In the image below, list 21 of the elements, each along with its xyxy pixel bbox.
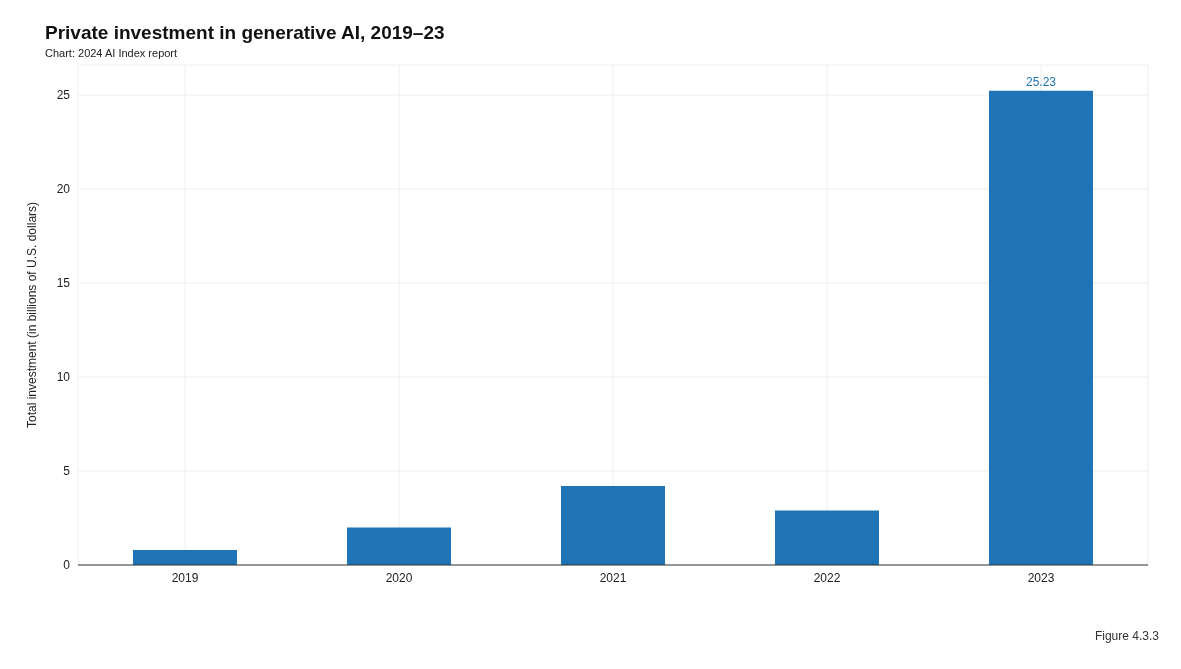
y-tick-label: 10	[56, 370, 71, 385]
y-tick-label: 25	[56, 88, 71, 103]
y-tick-label: 5	[63, 464, 71, 479]
y-tick-label: 0	[63, 558, 71, 573]
x-tick-label: 2019	[171, 570, 199, 585]
chart-subtitle: Chart: 2024 AI Index report	[45, 47, 178, 59]
x-tick-label: 2023	[1027, 570, 1055, 585]
y-tick-label: 20	[56, 182, 71, 197]
chart-title: Private investment in generative AI, 2019–23	[45, 22, 445, 44]
y-axis-title: Total investment (in billions of U.S. dollars)	[25, 201, 40, 429]
bar	[775, 510, 879, 565]
bar	[133, 549, 237, 565]
x-tick-label: 2022	[813, 570, 841, 585]
bar	[989, 90, 1093, 565]
caption: Figure 4.3.3	[1094, 629, 1159, 643]
bar	[347, 527, 451, 565]
bar	[561, 486, 665, 565]
y-tick-label: 15	[56, 276, 71, 291]
x-tick-label: 2021	[599, 570, 627, 585]
data-label: 25.23	[1025, 74, 1057, 89]
x-tick-label: 2020	[385, 570, 413, 585]
